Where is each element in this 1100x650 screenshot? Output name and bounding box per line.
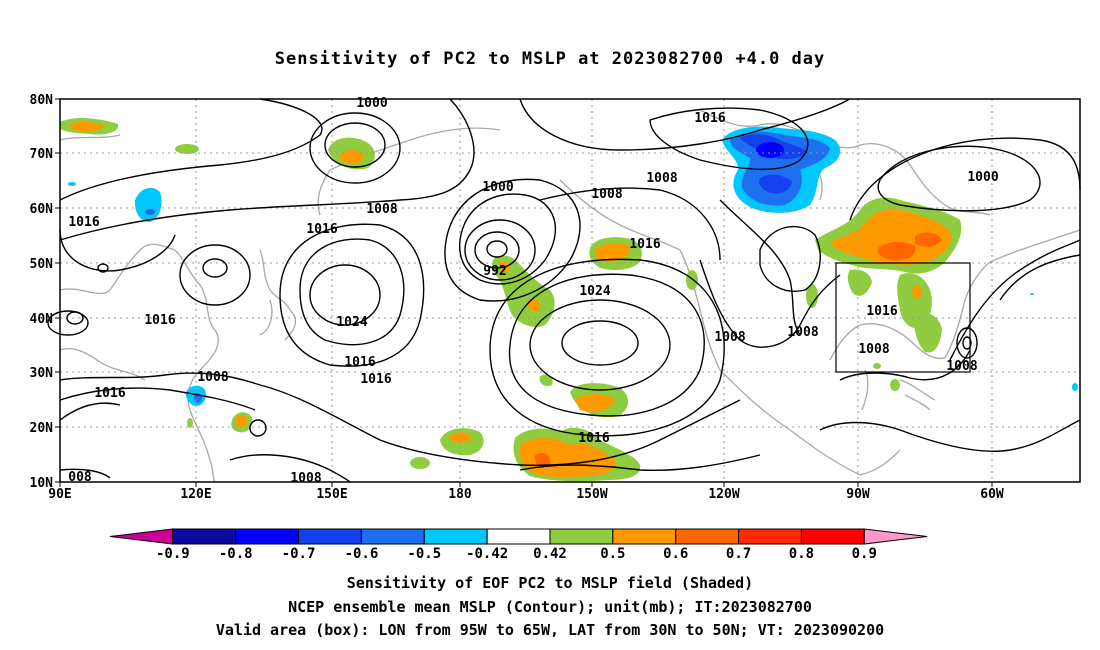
colorbar-swatch (738, 528, 802, 545)
contour-label: 1016 (94, 386, 125, 401)
lon-label: 60W (980, 487, 1004, 502)
colorbar-label: -0.6 (345, 546, 379, 562)
map-title: Sensitivity of PC2 to MSLP at 2023082700… (274, 49, 826, 69)
colorbar-label: -0.5 (407, 546, 441, 562)
contour-label: 1008 (197, 370, 228, 385)
contour-label: 1024 (336, 315, 367, 330)
contour-label-group: 1000 1016 1008 1000 1008 1000 1016 1008 … (68, 96, 999, 486)
colorbar-arrow-low (109, 528, 174, 545)
colorbar-label: 0.42 (533, 546, 567, 562)
footer-line-3: Valid area (box): LON from 95W to 65W, L… (215, 621, 885, 639)
lat-label: 70N (30, 147, 54, 162)
lon-label: 180 (448, 487, 472, 502)
colorbar-swatch (235, 528, 300, 545)
colorbar-swatch (549, 528, 614, 545)
colorbar-label: 0.7 (726, 546, 751, 562)
colorbar-label: 0.8 (789, 546, 814, 562)
contour-label: 1016 (629, 237, 660, 252)
map-border (59, 98, 1081, 483)
contour-label: 1016 (360, 372, 391, 387)
mslp-contours (47, 98, 1081, 483)
valid-area-box (835, 262, 971, 373)
colorbar-label: 0.6 (663, 546, 688, 562)
lon-ticks (59, 482, 993, 487)
colorbar-swatch (612, 528, 677, 545)
colorbar-swatch (298, 528, 362, 545)
colorbar-arrow-high (863, 528, 928, 545)
lat-label: 40N (30, 312, 54, 327)
footer-line-1: Sensitivity of EOF PC2 to MSLP field (Sh… (346, 574, 754, 592)
contour-label: 1016 (694, 111, 725, 126)
colorbar-label: -0.9 (156, 546, 190, 562)
lat-label: 10N (30, 476, 54, 491)
colorbar-swatch (172, 528, 237, 545)
contour-label: 1016 (306, 222, 337, 237)
colorbar-label: 0.5 (600, 546, 625, 562)
colorbar-swatch (486, 528, 551, 545)
colorbar-label: -0.42 (466, 546, 508, 562)
colorbar-label: -0.7 (282, 546, 316, 562)
contour-label: 1016 (344, 355, 375, 370)
colorbar-label: -0.8 (219, 546, 253, 562)
lon-label: 120W (708, 487, 739, 502)
contour-label: 992 (483, 264, 506, 279)
contour-label: 1008 (591, 187, 622, 202)
colorbar-swatch (423, 528, 488, 545)
lon-axis: 90E 120E 150E 180 150W 120W 90W 60W (48, 487, 1004, 502)
lat-label: 30N (30, 366, 54, 381)
lon-label: 90W (846, 487, 870, 502)
contour-label: 1008 (714, 330, 745, 345)
lat-axis: 80N 70N 60N 50N 40N 30N 20N 10N (30, 93, 54, 491)
lat-label: 20N (30, 421, 54, 436)
contour-label: 1000 (482, 180, 513, 195)
colorbar-label: 0.9 (852, 546, 877, 562)
contour-label: 1016 (144, 313, 175, 328)
lon-label: 150E (316, 487, 347, 502)
lon-label: 120E (180, 487, 211, 502)
grid (60, 99, 1080, 482)
contour-label: 1008 (858, 342, 889, 357)
contour-label: 1008 (646, 171, 677, 186)
lon-label: 90E (48, 487, 71, 502)
contour-label: 1008 (290, 471, 321, 486)
colorbar-swatch (800, 528, 865, 545)
contour-label: 1016 (68, 215, 99, 230)
contour-label: 1024 (579, 284, 610, 299)
lat-ticks (55, 98, 60, 483)
contour-label: 1016 (866, 304, 897, 319)
footer-line-2: NCEP ensemble mean MSLP (Contour); unit(… (288, 598, 812, 616)
colorbar: -0.9 -0.8 -0.7 -0.6 -0.5 -0.42 0.42 0.5 0.6 0.7 0.… (109, 528, 928, 562)
contour-label: 1000 (967, 170, 998, 185)
contour-label: 1008 (946, 359, 977, 374)
lon-label: 150W (576, 487, 607, 502)
colorbar-swatch (675, 528, 740, 545)
contour-label: 1008 (787, 325, 818, 340)
shaded-sensitivity (60, 117, 1078, 482)
lat-label: 60N (30, 202, 54, 217)
coastlines (59, 109, 1081, 483)
colorbar-swatch (360, 528, 425, 545)
lat-label: 50N (30, 257, 54, 272)
contour-label: 1008 (366, 202, 397, 217)
contour-label: 1016 (578, 431, 609, 446)
lat-label: 80N (30, 93, 54, 108)
